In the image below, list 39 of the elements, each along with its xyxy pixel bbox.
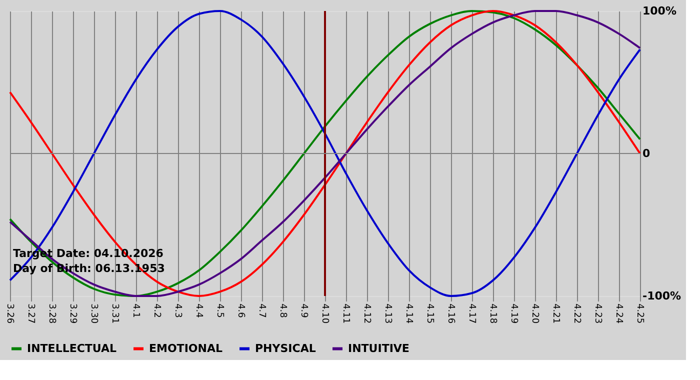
x-tick-label: 3.27	[26, 304, 36, 324]
x-tick-label: 4.24	[614, 304, 624, 324]
x-tick-label: 4.2	[152, 304, 162, 318]
y-tick-label: -100%	[642, 290, 682, 302]
x-tick-label: 4.13	[382, 304, 392, 324]
legend-label: EMOTIONAL	[149, 342, 222, 355]
y-tick-label: 0	[642, 147, 650, 160]
legend-label: PHYSICAL	[255, 342, 316, 355]
x-tick-label: 4.22	[572, 304, 582, 324]
x-tick-label: 4.3	[172, 304, 182, 318]
x-tick-label: 4.23	[592, 304, 602, 324]
x-tick-label: 4.1	[130, 304, 140, 318]
x-tick-label: 3.29	[68, 304, 78, 324]
x-tick-label: 4.17	[466, 304, 476, 324]
x-tick-label: 4.4	[194, 304, 204, 318]
x-tick-label: 4.9	[298, 304, 308, 318]
x-tick-label: 4.16	[446, 304, 456, 324]
x-tick-label: 3.28	[46, 304, 56, 324]
x-tick-label: 3.26	[4, 304, 14, 324]
x-tick-label: 4.7	[256, 304, 266, 318]
x-tick-label: 4.25	[634, 304, 644, 324]
line-series	[9, 10, 641, 297]
x-tick-label: 4.14	[404, 304, 414, 324]
x-tick-label: 4.18	[488, 304, 498, 324]
x-tick-label: 4.6	[236, 304, 246, 318]
x-tick-label: 3.31	[110, 304, 120, 324]
x-tick-label: 4.10	[320, 304, 330, 324]
x-tick-label: 4.20	[530, 304, 540, 324]
x-tick-label: 4.15	[424, 304, 434, 324]
legend-label: INTELLECTUAL	[27, 342, 117, 355]
x-tick-label: 4.19	[508, 304, 518, 324]
x-tick-label: 4.12	[362, 304, 372, 324]
legend-label: INTUITIVE	[348, 342, 410, 355]
y-tick-label: 100%	[642, 4, 676, 18]
x-tick-label: 3.30	[88, 304, 98, 324]
x-tick-label: 4.21	[550, 304, 560, 324]
x-tick-label: 4.8	[278, 304, 288, 318]
x-tick-label: 4.11	[340, 304, 350, 324]
x-tick-label: 4.5	[214, 304, 224, 318]
